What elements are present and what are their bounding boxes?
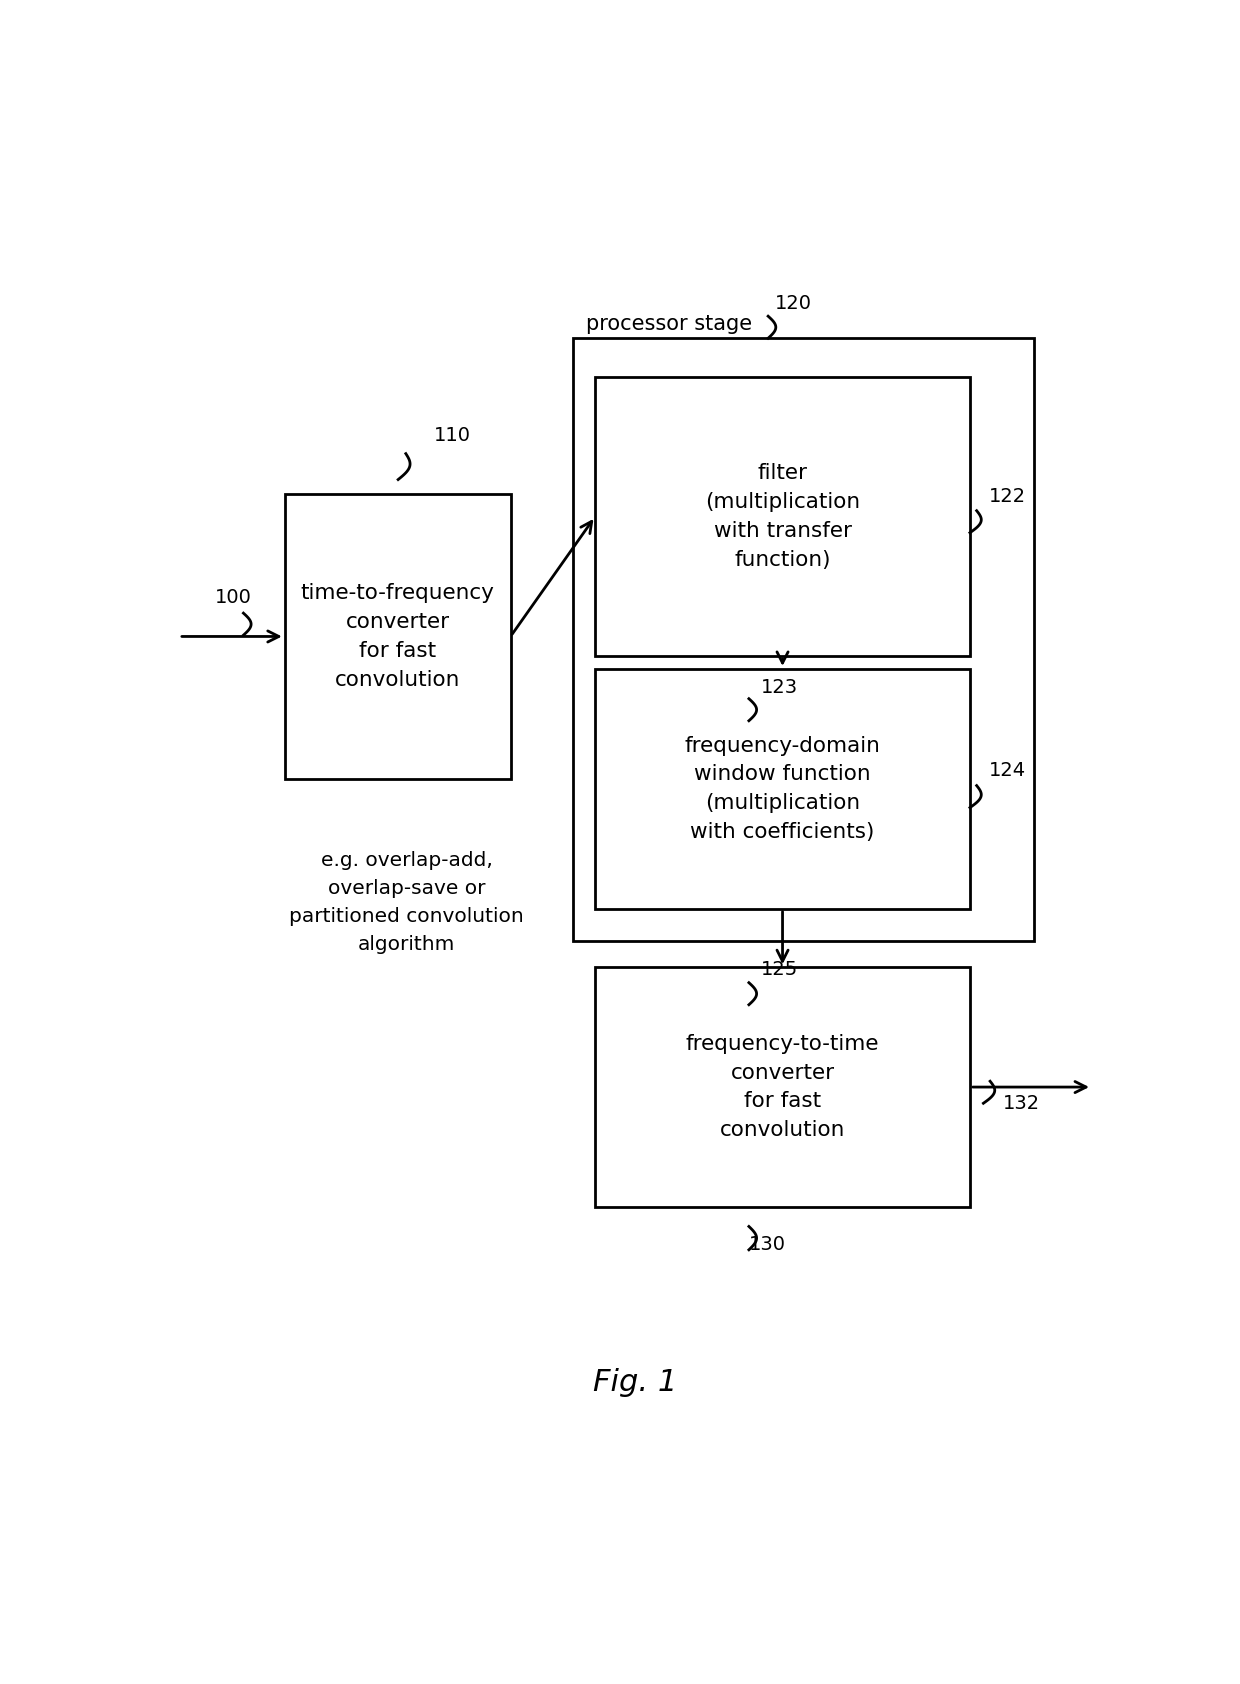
Text: e.g. overlap-add,
overlap-save or
partitioned convolution
algorithm: e.g. overlap-add, overlap-save or partit… (289, 850, 525, 953)
FancyBboxPatch shape (595, 967, 970, 1207)
Text: 120: 120 (775, 293, 812, 313)
Text: 132: 132 (1003, 1095, 1039, 1113)
FancyBboxPatch shape (595, 377, 970, 655)
Text: time-to-frequency
converter
for fast
convolution: time-to-frequency converter for fast con… (301, 583, 495, 690)
FancyBboxPatch shape (595, 669, 970, 909)
FancyBboxPatch shape (573, 338, 1034, 941)
Text: processor stage: processor stage (585, 315, 751, 335)
Text: 125: 125 (760, 960, 797, 978)
Text: 123: 123 (760, 677, 797, 697)
Text: 110: 110 (434, 426, 471, 445)
Text: 130: 130 (749, 1234, 786, 1255)
Text: frequency-domain
window function
(multiplication
with coefficients): frequency-domain window function (multip… (684, 736, 880, 842)
Text: Fig. 1: Fig. 1 (594, 1367, 677, 1396)
Text: 100: 100 (215, 588, 252, 606)
Text: 122: 122 (990, 487, 1027, 505)
FancyBboxPatch shape (285, 493, 511, 780)
Text: 124: 124 (990, 761, 1027, 780)
Text: frequency-to-time
converter
for fast
convolution: frequency-to-time converter for fast con… (686, 1034, 879, 1140)
Text: filter
(multiplication
with transfer
function): filter (multiplication with transfer fun… (706, 463, 861, 569)
